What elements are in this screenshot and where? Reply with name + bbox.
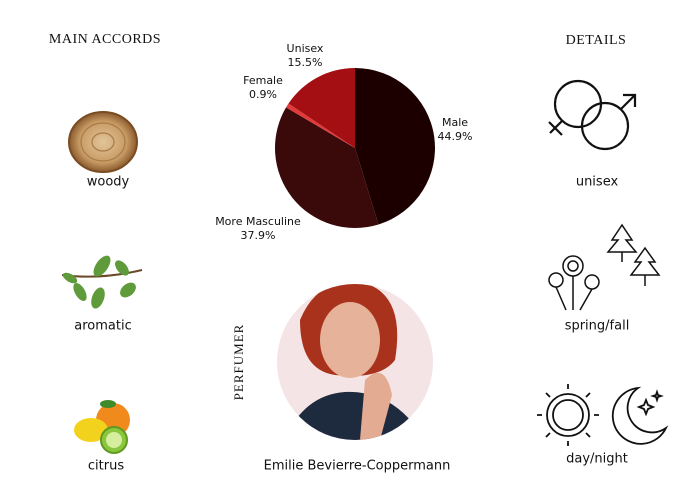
perfumer-photo xyxy=(277,284,433,440)
detail-label: spring/fall xyxy=(565,319,630,334)
citrus-icon xyxy=(74,400,130,454)
slice-label: Unisex xyxy=(287,42,324,55)
aromatic-icon xyxy=(61,255,143,309)
accord-label: aromatic xyxy=(74,319,131,334)
slice-label: More Masculine xyxy=(215,215,301,228)
accord-label: citrus xyxy=(88,459,124,474)
unisex-icon xyxy=(548,79,637,151)
pie-slice xyxy=(275,107,379,228)
pie-slice xyxy=(286,103,355,148)
slice-value: 15.5% xyxy=(288,56,323,69)
woody-icon xyxy=(68,111,138,173)
slice-value: 0.9% xyxy=(249,88,277,101)
season-icon xyxy=(548,223,661,311)
daynight-icon xyxy=(537,384,669,446)
details-title: DETAILS xyxy=(566,33,627,48)
perfumer-name: Emilie Bevierre-Coppermann xyxy=(264,459,451,474)
slice-value: 37.9% xyxy=(241,229,276,242)
detail-label: unisex xyxy=(576,175,619,190)
perfumer-label: PERFUMER xyxy=(231,324,246,401)
pie-slice xyxy=(355,68,435,225)
detail-label: day/night xyxy=(566,452,628,467)
accord-label: woody xyxy=(87,175,130,190)
slice-label: Male xyxy=(442,116,468,129)
accords-title: MAIN ACCORDS xyxy=(49,32,161,47)
slice-value: 44.9% xyxy=(438,130,473,143)
slice-label: Female xyxy=(243,74,283,87)
pie-slice xyxy=(288,68,355,148)
